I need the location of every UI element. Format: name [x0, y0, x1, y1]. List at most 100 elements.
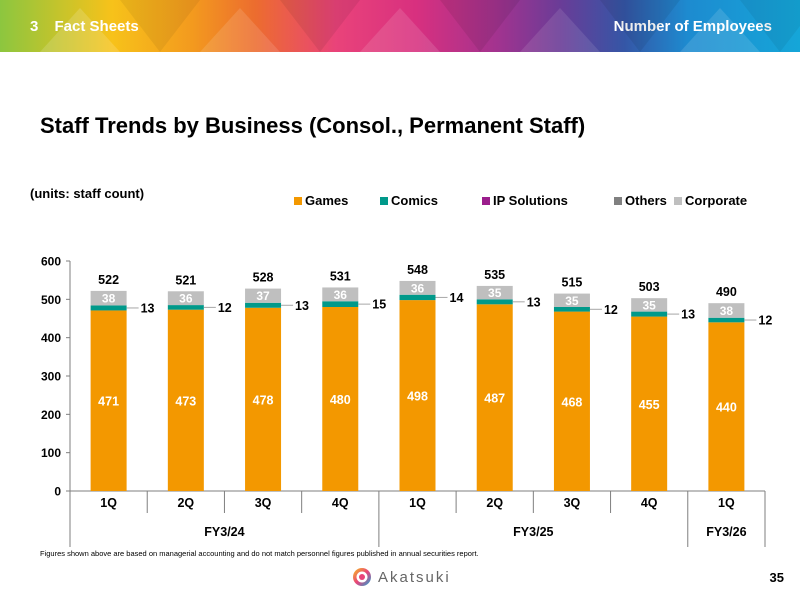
bar-corporate: [399, 280, 436, 295]
data-label-games: 468: [562, 395, 583, 409]
legend-swatch-games: [294, 196, 302, 205]
bar-corporate: [476, 285, 513, 300]
x-tick-label: 1Q: [409, 496, 426, 510]
header-decor-triangle: [740, 0, 800, 52]
group-label: FY3/24: [204, 525, 244, 539]
data-label-corporate: 35: [565, 294, 579, 308]
data-label-comics: 13: [295, 299, 309, 313]
data-label-games: 478: [253, 393, 274, 407]
legend-label-others: Others: [625, 193, 667, 208]
legend-item-comics: Comics: [380, 193, 438, 208]
bar-comics: [90, 305, 127, 311]
bar-games: [245, 307, 282, 491]
akatsuki-logo-icon: [353, 568, 371, 586]
bar-corporate: [631, 298, 668, 312]
data-label-comics: 13: [527, 295, 541, 309]
bar-games: [476, 304, 513, 491]
data-label-total: 503: [639, 280, 660, 294]
y-tick-label: 400: [41, 331, 61, 345]
y-tick-label: 600: [41, 255, 61, 269]
company-logo: Akatsuki: [352, 567, 451, 587]
y-tick-label: 100: [41, 446, 61, 460]
legend-swatch-comics: [380, 196, 388, 205]
units-label: (units: staff count): [30, 186, 145, 201]
data-label-corporate: 37: [256, 289, 270, 303]
legend-label-games: Games: [305, 193, 349, 208]
header-decor-triangle: [440, 0, 520, 52]
legend-item-games: Games: [294, 193, 348, 208]
data-label-comics: 15: [372, 298, 386, 312]
section-number: 3: [30, 18, 39, 35]
x-tick-label: 2Q: [177, 496, 194, 510]
bar-games: [631, 316, 668, 491]
data-label-games: 440: [716, 401, 737, 415]
data-label-corporate: 36: [179, 292, 193, 306]
y-tick-label: 300: [41, 370, 61, 384]
y-tick-label: 0: [54, 485, 61, 499]
legend-item-corporate: Corporate: [674, 193, 747, 208]
data-label-corporate: 35: [642, 298, 656, 312]
data-label-comics: 12: [218, 301, 232, 315]
bar-corporate: [708, 303, 745, 318]
bar-corporate: [245, 288, 282, 303]
bar-comics: [245, 302, 282, 308]
bar-games: [399, 300, 436, 491]
page-number: 35: [769, 570, 784, 585]
section-label: 3 Fact Sheets: [30, 18, 139, 35]
data-label-total: 490: [716, 285, 737, 299]
data-label-total: 548: [407, 263, 428, 277]
data-label-games: 487: [484, 392, 505, 406]
bar-games: [553, 311, 590, 491]
bar-games: [322, 307, 359, 491]
section-title: Fact Sheets: [54, 18, 139, 35]
data-label-games: 498: [407, 390, 428, 404]
header-decor-triangle: [200, 8, 280, 52]
data-label-total: 528: [253, 271, 274, 285]
data-label-comics: 13: [141, 301, 155, 315]
footnote: Figures shown above are based on manager…: [40, 549, 479, 558]
legend-swatch-corporate: [674, 196, 682, 205]
x-tick-label: 4Q: [641, 496, 658, 510]
x-tick-label: 4Q: [332, 496, 349, 510]
header-decor-triangle: [360, 8, 440, 52]
bar-corporate: [90, 290, 127, 306]
data-label-total: 522: [98, 273, 119, 287]
x-tick-label: 2Q: [486, 496, 503, 510]
legend-swatch-others: [614, 196, 622, 205]
bar-games: [708, 322, 745, 491]
legend-label-comics: Comics: [391, 193, 438, 208]
data-label-comics: 12: [758, 314, 772, 328]
group-label: FY3/25: [513, 525, 553, 539]
legend-item-ip-solutions: IP Solutions: [482, 193, 568, 208]
data-label-corporate: 36: [411, 281, 425, 295]
x-tick-label: 3Q: [255, 496, 272, 510]
bar-games: [90, 310, 127, 491]
data-label-total: 535: [484, 268, 505, 282]
header-decor-triangle: [600, 0, 680, 52]
legend-item-others: Others: [614, 193, 667, 208]
bar-corporate: [322, 287, 359, 302]
group-label: FY3/26: [706, 525, 746, 539]
legend-label-ip-solutions: IP Solutions: [493, 193, 568, 208]
page-title: Staff Trends by Business (Consol., Perma…: [40, 113, 586, 138]
bar-comics: [399, 294, 436, 301]
header-decor-triangle: [520, 8, 600, 52]
legend-swatch-ip-solutions: [482, 196, 490, 205]
bar-comics: [476, 299, 513, 305]
x-tick-label: 1Q: [718, 496, 735, 510]
bar-comics: [167, 305, 204, 310]
data-label-corporate: 36: [334, 288, 348, 302]
data-label-games: 455: [639, 398, 660, 412]
header-decor-triangle: [120, 0, 200, 52]
header-banner: 3 Fact Sheets Number of Employees: [0, 0, 800, 52]
logo-text: Akatsuki: [378, 568, 451, 586]
bar-comics: [631, 311, 668, 317]
header-right-title: Number of Employees: [613, 18, 772, 35]
x-tick-label: 3Q: [564, 496, 581, 510]
data-label-total: 515: [562, 276, 583, 290]
data-label-comics: 13: [681, 308, 695, 322]
data-label-comics: 14: [450, 291, 464, 305]
data-label-total: 531: [330, 269, 351, 283]
bar-corporate: [553, 293, 590, 307]
